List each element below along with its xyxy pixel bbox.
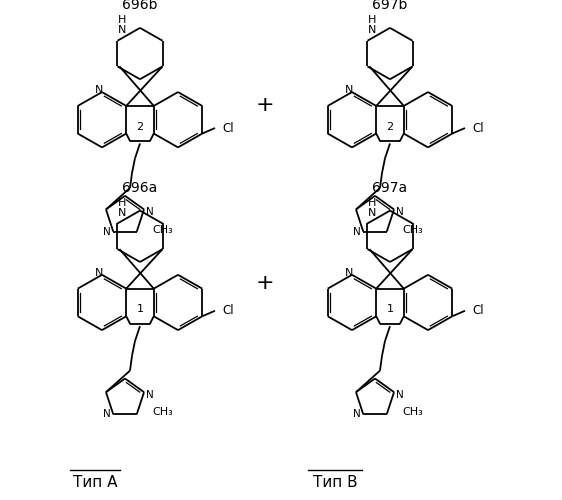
Text: H: H [368,198,376,208]
Text: CH₃: CH₃ [403,224,424,234]
Text: H: H [117,198,126,208]
Text: N: N [396,208,404,218]
Text: 2: 2 [387,122,393,132]
Text: N: N [103,409,111,419]
Text: CH₃: CH₃ [403,408,424,418]
Text: N: N [95,268,103,278]
Text: N: N [103,226,111,236]
Text: N: N [353,409,361,419]
Text: N: N [396,390,404,400]
Text: Cl: Cl [222,304,234,318]
Text: N: N [146,208,154,218]
Text: CH₃: CH₃ [153,408,174,418]
Text: N: N [368,208,376,218]
Text: N: N [146,390,154,400]
Text: N: N [368,26,376,36]
Text: Тип А: Тип А [72,476,117,490]
Text: 2: 2 [137,122,143,132]
Text: 696b: 696b [123,0,158,12]
Text: N: N [345,85,353,95]
Text: N: N [117,208,126,218]
Text: Cl: Cl [472,122,484,134]
Text: Тип В: Тип В [312,476,357,490]
Text: +: + [256,95,274,115]
Text: Cl: Cl [222,122,234,134]
Text: H: H [117,16,126,26]
Text: 1: 1 [137,304,143,314]
Text: N: N [117,26,126,36]
Text: CH₃: CH₃ [153,224,174,234]
Text: 697a: 697a [373,181,407,195]
Text: N: N [95,85,103,95]
Text: 696a: 696a [123,181,157,195]
Text: 1: 1 [387,304,393,314]
Text: +: + [256,272,274,292]
Text: 697b: 697b [372,0,407,12]
Text: N: N [353,226,361,236]
Text: H: H [368,16,376,26]
Text: N: N [345,268,353,278]
Text: Cl: Cl [472,304,484,318]
